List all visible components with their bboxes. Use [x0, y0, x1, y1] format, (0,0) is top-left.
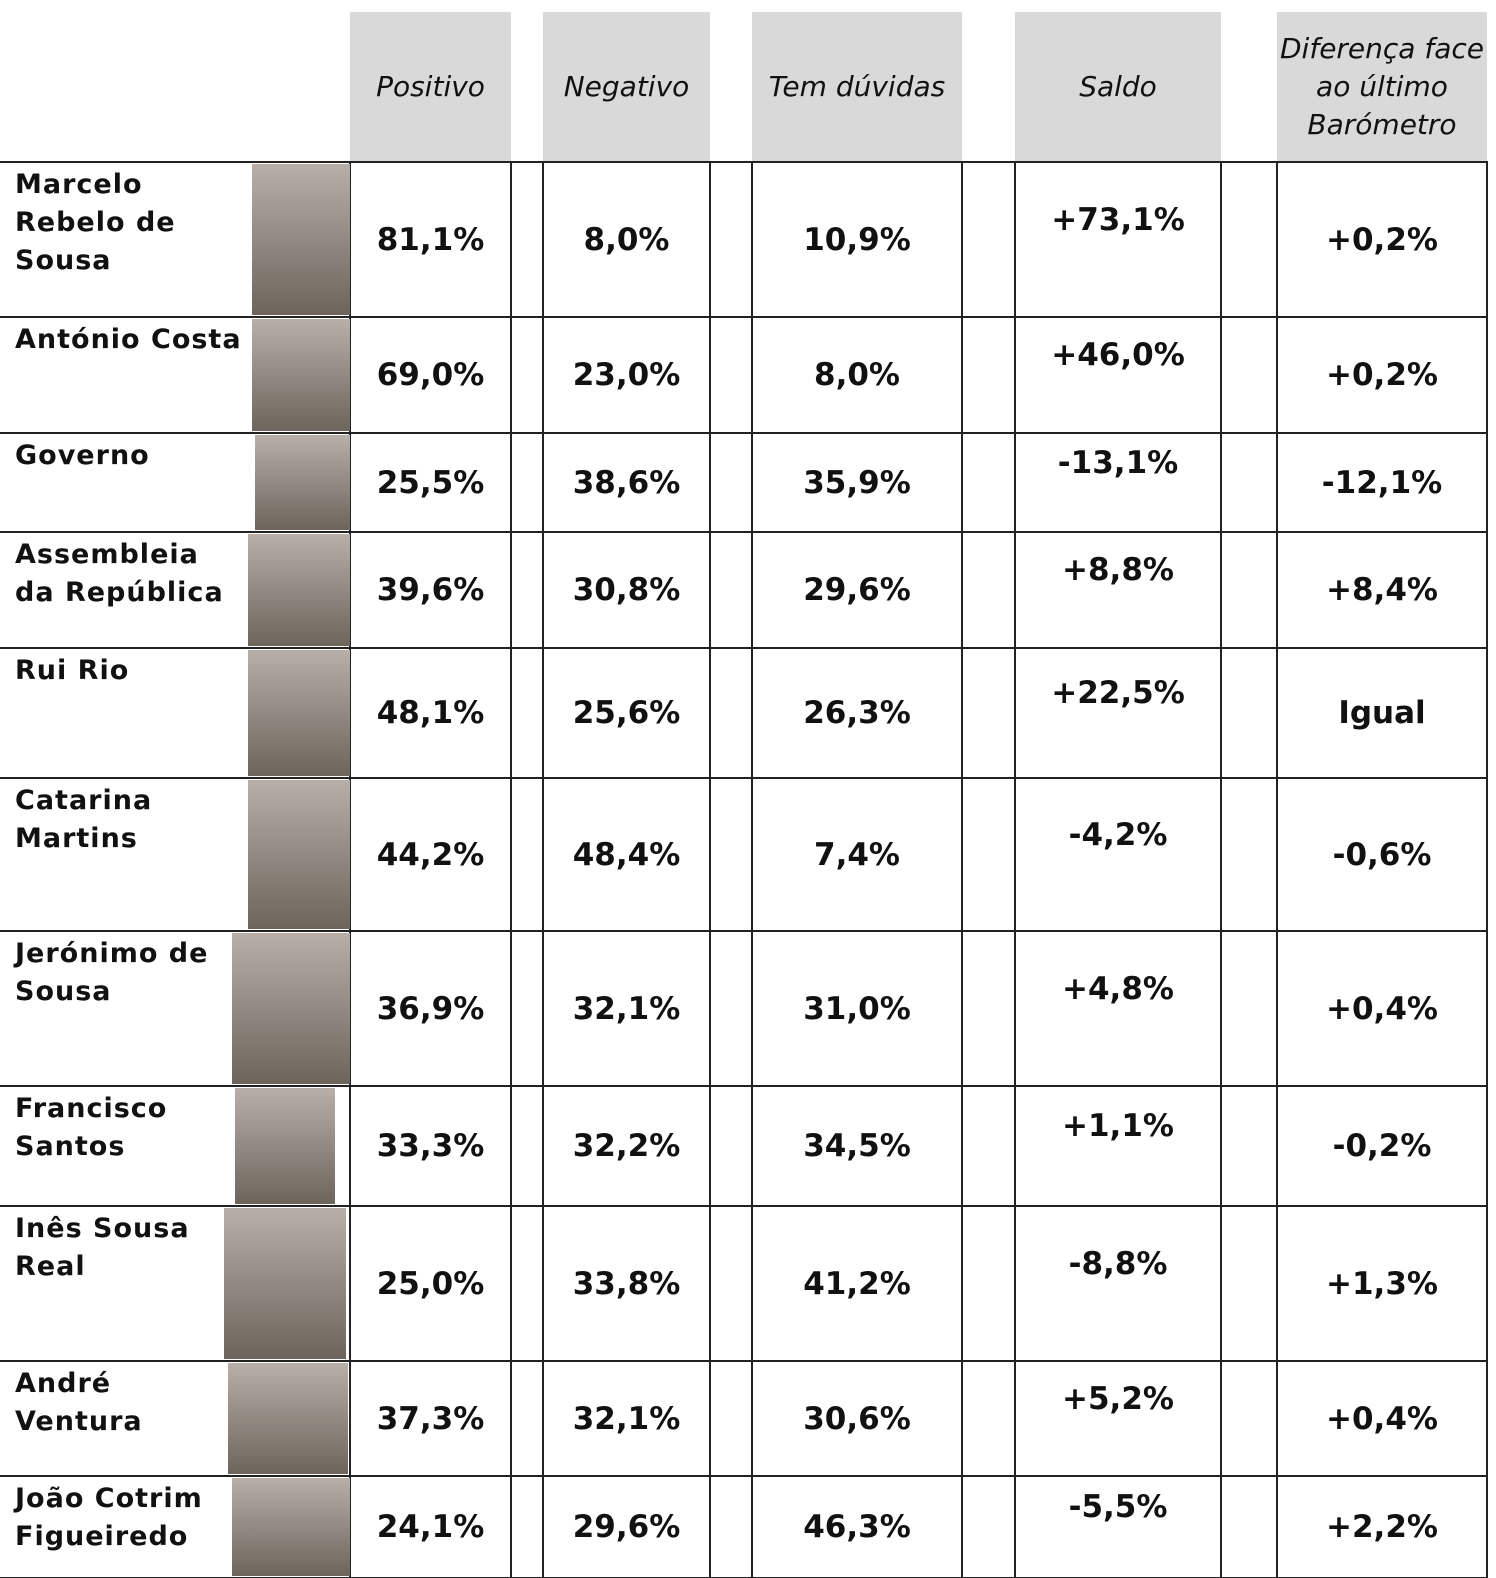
row-name: André Ventura	[15, 1365, 218, 1441]
cell-value: -0,2%	[1277, 1086, 1487, 1206]
cell-value: 69,0%	[350, 317, 511, 433]
cell-value: Igual	[1277, 648, 1487, 778]
cell-value: -8,8%	[1015, 1186, 1221, 1341]
cell-value: 37,3%	[350, 1361, 511, 1476]
cell-value: 32,1%	[543, 931, 710, 1086]
column-header: Diferença face ao último Barómetro	[1277, 12, 1487, 162]
column-header: Positivo	[350, 12, 511, 162]
cell-value: 81,1%	[350, 162, 511, 317]
cell-value: +0,2%	[1277, 162, 1487, 317]
photo	[255, 435, 350, 530]
row-line	[0, 161, 1488, 163]
row-name: Rui Rio	[15, 652, 238, 690]
row-name: António Costa	[15, 321, 242, 359]
cell-value: 30,8%	[543, 532, 710, 648]
row-line	[0, 930, 1488, 932]
cell-value: 44,2%	[350, 778, 511, 931]
cell-value: -5,5%	[1015, 1456, 1221, 1558]
cell-value: +5,2%	[1015, 1341, 1221, 1456]
cell-value: 8,0%	[543, 162, 710, 317]
cell-value: +0,4%	[1277, 931, 1487, 1086]
cell-value: 24,1%	[350, 1476, 511, 1578]
cell-value: -12,1%	[1277, 433, 1487, 532]
cell-value: +0,4%	[1277, 1361, 1487, 1476]
row-name: Inês Sousa Real	[15, 1210, 214, 1286]
column-header: Tem dúvidas	[752, 12, 962, 162]
photo	[248, 780, 350, 929]
cell-value: 10,9%	[752, 162, 962, 317]
cell-value: 33,3%	[350, 1086, 511, 1206]
photo	[252, 164, 350, 315]
cell-value: 33,8%	[543, 1206, 710, 1361]
cell-value: +73,1%	[1015, 142, 1221, 297]
cell-value: -4,2%	[1015, 758, 1221, 911]
cell-value: 38,6%	[543, 433, 710, 532]
row-line	[0, 1475, 1488, 1477]
cell-value: +8,4%	[1277, 532, 1487, 648]
cell-value: 30,6%	[752, 1361, 962, 1476]
row-name: Catarina Martins	[15, 782, 238, 858]
cell-value: +8,8%	[1015, 512, 1221, 628]
cell-value: 25,6%	[543, 648, 710, 778]
cell-value: +22,5%	[1015, 628, 1221, 758]
row-name: Jerónimo de Sousa	[15, 935, 222, 1011]
cell-value: +2,2%	[1277, 1476, 1487, 1578]
cell-value: 7,4%	[752, 778, 962, 931]
row-name: Marcelo Rebelo de Sousa	[15, 166, 242, 280]
cell-value: -13,1%	[1015, 413, 1221, 512]
cell-value: 41,2%	[752, 1206, 962, 1361]
cell-value: 35,9%	[752, 433, 962, 532]
photo	[252, 319, 350, 431]
cell-value: +4,8%	[1015, 911, 1221, 1066]
cell-value: +1,3%	[1277, 1206, 1487, 1361]
cell-value: 46,3%	[752, 1476, 962, 1578]
cell-value: 23,0%	[543, 317, 710, 433]
cell-value: 32,2%	[543, 1086, 710, 1206]
cell-value: 29,6%	[752, 532, 962, 648]
row-name: Assembleia da República	[15, 536, 238, 612]
cell-value: 32,1%	[543, 1361, 710, 1476]
row-line	[0, 1085, 1488, 1087]
cell-value: 48,1%	[350, 648, 511, 778]
photo	[232, 1478, 350, 1576]
photo	[235, 1088, 335, 1204]
cell-value: +1,1%	[1015, 1066, 1221, 1186]
cell-value: 25,5%	[350, 433, 511, 532]
cell-value: 34,5%	[752, 1086, 962, 1206]
cell-value: 25,0%	[350, 1206, 511, 1361]
photo	[248, 534, 350, 646]
cell-value: 26,3%	[752, 648, 962, 778]
column-header: Saldo	[1015, 12, 1221, 162]
cell-value: 8,0%	[752, 317, 962, 433]
cell-value: +0,2%	[1277, 317, 1487, 433]
cell-value: +46,0%	[1015, 297, 1221, 413]
row-line	[0, 1360, 1488, 1362]
photo	[232, 933, 350, 1084]
row-line	[0, 1205, 1488, 1207]
row-line	[0, 777, 1488, 779]
cell-value: -0,6%	[1277, 778, 1487, 931]
photo	[248, 650, 350, 776]
row-line	[0, 316, 1488, 318]
row-line	[0, 432, 1488, 434]
cell-value: 29,6%	[543, 1476, 710, 1578]
cell-value: 31,0%	[752, 931, 962, 1086]
column-header: Negativo	[543, 12, 710, 162]
photo	[224, 1208, 346, 1359]
photo	[228, 1363, 348, 1474]
page: PositivoNegativo Tem dúvidas Saldo Diferenç…	[0, 0, 1496, 1578]
row-line	[0, 531, 1488, 533]
cell-value: 48,4%	[543, 778, 710, 931]
cell-value: 36,9%	[350, 931, 511, 1086]
row-line	[0, 647, 1488, 649]
row-name: Governo	[15, 437, 245, 475]
row-name: Francisco Santos	[15, 1090, 225, 1166]
row-name: João Cotrim Figueiredo	[15, 1480, 222, 1556]
cell-value: 39,6%	[350, 532, 511, 648]
